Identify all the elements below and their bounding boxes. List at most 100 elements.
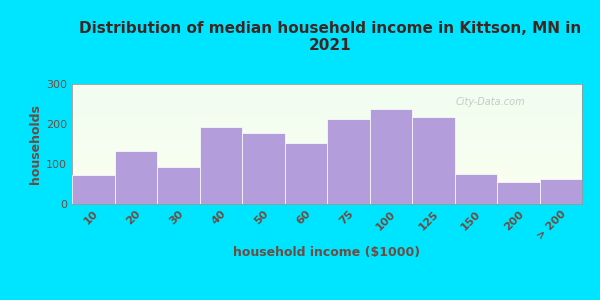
Bar — [72, 155, 582, 156]
Bar — [72, 139, 582, 140]
Bar — [72, 109, 582, 110]
Bar — [72, 184, 582, 185]
Bar — [72, 96, 582, 97]
Bar — [72, 154, 582, 155]
Bar — [72, 164, 582, 166]
Bar — [72, 90, 582, 91]
Bar — [115, 151, 157, 204]
Bar — [72, 170, 582, 172]
Bar — [497, 182, 539, 204]
Bar — [72, 160, 582, 161]
Bar — [72, 101, 582, 102]
Bar — [72, 100, 582, 101]
Bar — [72, 106, 582, 107]
Bar — [72, 168, 582, 169]
Bar — [72, 187, 582, 188]
Bar — [72, 110, 582, 112]
Bar — [72, 175, 582, 176]
Bar — [72, 120, 582, 121]
Bar — [72, 115, 582, 116]
Bar — [72, 198, 582, 199]
Title: Distribution of median household income in Kittson, MN in
2021: Distribution of median household income … — [79, 21, 581, 53]
Bar — [72, 203, 582, 204]
Bar — [72, 114, 582, 115]
Bar — [72, 167, 582, 168]
Bar — [370, 109, 412, 204]
X-axis label: household income ($1000): household income ($1000) — [233, 246, 421, 259]
Bar — [72, 193, 582, 194]
Y-axis label: households: households — [29, 104, 42, 184]
Bar — [72, 196, 582, 197]
Bar — [72, 126, 582, 127]
Bar — [72, 122, 582, 124]
Bar — [72, 137, 582, 138]
Bar — [72, 200, 582, 202]
Bar — [72, 131, 582, 132]
Bar — [72, 125, 582, 126]
Bar — [327, 119, 370, 204]
Bar — [72, 190, 582, 191]
Bar — [72, 144, 582, 145]
Bar — [72, 121, 582, 122]
Bar — [72, 134, 582, 136]
Bar — [72, 140, 582, 142]
Bar — [72, 116, 582, 118]
Bar — [72, 124, 582, 125]
Text: City-Data.com: City-Data.com — [455, 97, 525, 107]
Bar — [72, 180, 582, 181]
Bar — [72, 197, 582, 198]
Bar — [72, 175, 115, 204]
Bar — [72, 173, 582, 174]
Bar — [412, 117, 455, 204]
Bar — [72, 148, 582, 149]
Bar — [455, 174, 497, 204]
Bar — [72, 149, 582, 150]
Bar — [242, 133, 284, 204]
Bar — [157, 167, 199, 204]
Bar — [72, 191, 582, 192]
Bar — [72, 156, 582, 157]
Bar — [72, 102, 582, 103]
Bar — [72, 181, 582, 182]
Bar — [72, 182, 582, 184]
Bar — [72, 138, 582, 139]
Bar — [72, 92, 582, 94]
Bar — [72, 174, 582, 175]
Bar — [72, 94, 582, 95]
Bar — [72, 142, 582, 143]
Bar — [72, 172, 582, 173]
Bar — [72, 107, 582, 108]
Bar — [72, 166, 582, 167]
Bar — [72, 133, 582, 134]
Bar — [72, 146, 582, 148]
Bar — [72, 119, 582, 120]
Bar — [72, 169, 582, 170]
Bar — [72, 176, 582, 178]
Bar — [72, 86, 582, 88]
Bar — [72, 163, 582, 164]
Bar — [72, 113, 582, 114]
Bar — [72, 162, 582, 163]
Bar — [72, 108, 582, 109]
Bar — [72, 85, 582, 86]
Bar — [72, 91, 582, 92]
Bar — [72, 179, 582, 180]
Bar — [72, 103, 582, 104]
Bar — [72, 136, 582, 137]
Bar — [284, 143, 327, 204]
Bar — [72, 89, 582, 90]
Bar — [72, 158, 582, 160]
Bar — [72, 130, 582, 131]
Bar — [199, 127, 242, 204]
Bar — [72, 143, 582, 144]
Bar — [72, 185, 582, 186]
Bar — [72, 178, 582, 179]
Bar — [72, 132, 582, 133]
Bar — [72, 188, 582, 190]
Bar — [72, 202, 582, 203]
Bar — [72, 194, 582, 196]
Bar — [72, 128, 582, 130]
Bar — [72, 95, 582, 96]
Bar — [72, 157, 582, 158]
Bar — [72, 127, 582, 128]
